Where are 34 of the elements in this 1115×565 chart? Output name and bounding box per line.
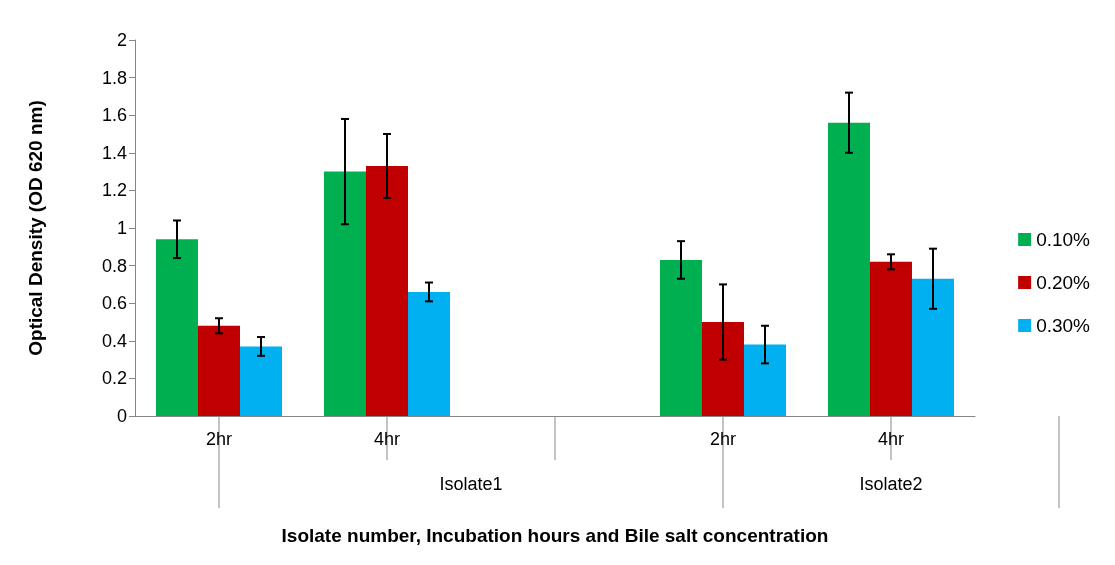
y-tick-label: 1.8: [101, 67, 127, 88]
x-tick-label: 4hr: [877, 429, 905, 449]
legend-label: 0.30%: [1036, 315, 1091, 336]
x-tick-label: 4hr: [373, 429, 401, 449]
x-tick-label: 2hr: [709, 429, 737, 449]
y-tick-label: 0.4: [101, 330, 127, 351]
bar: [870, 261, 912, 416]
bar: [240, 346, 282, 416]
y-tick-label: 1: [116, 218, 127, 238]
y-tick-label: 0: [116, 406, 127, 426]
y-tick-label: 1.4: [101, 142, 127, 163]
y-axis-title: Optical Density (OD 620 nm): [25, 100, 46, 356]
y-tick-label: 0.6: [101, 293, 127, 314]
bar: [744, 344, 786, 416]
bar: [408, 291, 450, 416]
bar: [324, 171, 366, 416]
text: Isolate1: [439, 474, 503, 494]
bar: [828, 122, 870, 416]
bar: [198, 325, 240, 416]
x-tick-label: 2hr: [205, 429, 233, 449]
y-tick-label: 2: [116, 30, 127, 50]
x-axis-title: Isolate number, Incubation hours and Bile salt concentration: [281, 525, 829, 546]
y-tick-label: 0.2: [101, 368, 127, 389]
bar: [912, 278, 954, 416]
y-tick-label: 1.2: [101, 180, 127, 201]
legend-label: 0.20%: [1036, 272, 1091, 293]
legend-label: 0.10%: [1036, 229, 1091, 250]
bar: [702, 322, 744, 416]
y-tick-label: 1.6: [101, 105, 127, 126]
bar: [156, 239, 198, 416]
y-tick-label: 0.8: [101, 255, 127, 276]
bar: [366, 165, 408, 416]
text: Isolate2: [859, 474, 923, 494]
bar: [660, 259, 702, 416]
